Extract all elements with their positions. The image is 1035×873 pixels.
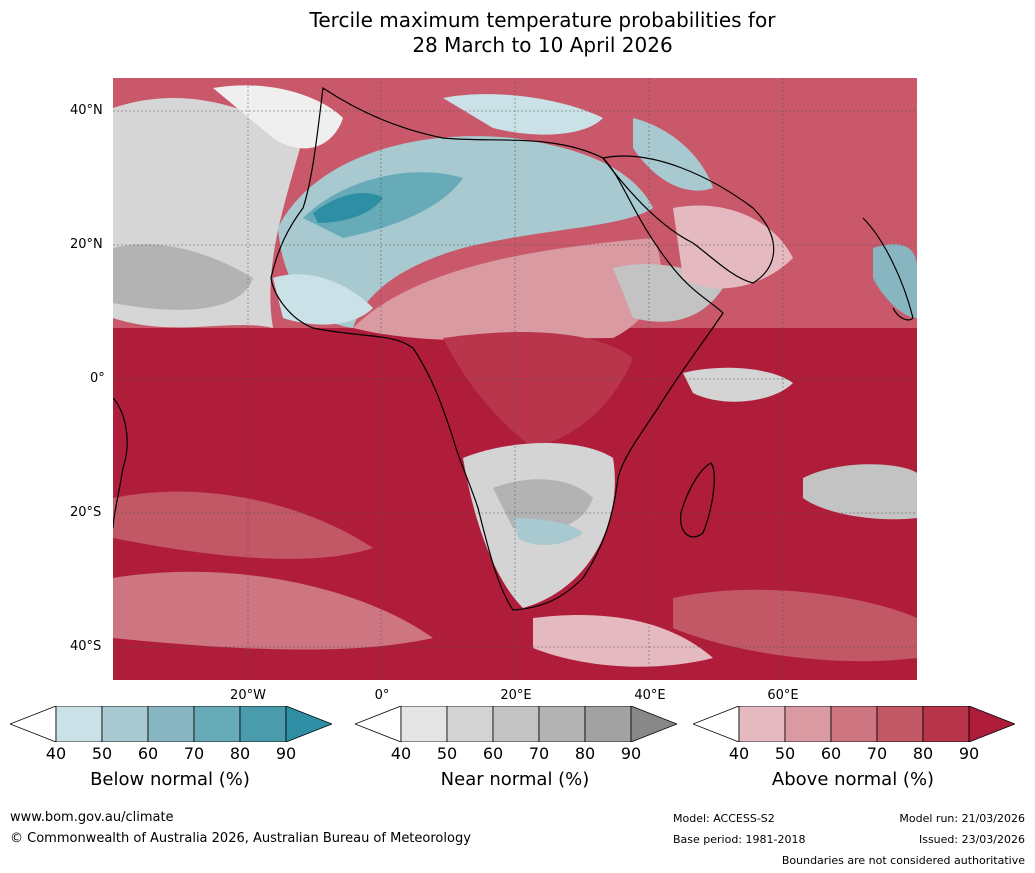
lat-label-20n: 20°N (70, 237, 103, 252)
lon-label-60e: 60°E (767, 688, 799, 703)
colorbar-segment (55, 706, 103, 742)
lon-label-40e: 40°E (634, 688, 666, 703)
lat-label-equator: 0° (90, 371, 105, 386)
colorbar-label-near: Near normal (%) (440, 769, 590, 790)
india-below-normal (873, 244, 917, 318)
southern-ocean-lighter-2 (113, 571, 433, 650)
arabia-above-normal (673, 205, 793, 289)
colorbar-tick-label: 40 (45, 744, 67, 763)
colorbar-segment (239, 706, 287, 742)
indian-ocean-near-normal-1 (683, 367, 793, 402)
lat-label-40s: 40°S (70, 639, 102, 654)
lat-label-20s: 20°S (70, 505, 102, 520)
colorbar-segment (400, 706, 448, 742)
colorbar-tick-label: 50 (436, 744, 458, 763)
footer-copyright: © Commonwealth of Australia 2026, Austra… (10, 831, 471, 846)
colorbar-segment (876, 706, 924, 742)
colorbar-tick-label: 80 (912, 744, 934, 763)
colorbar-extend-low (355, 706, 402, 742)
colorbar-tick-label: 90 (275, 744, 297, 763)
graticule (113, 78, 917, 680)
colorbar-tick-label: 60 (820, 744, 842, 763)
footer-issued: Issued: 23/03/2026 (918, 833, 1025, 846)
colorbar-segment (584, 706, 632, 742)
title-line-1: Tercile maximum temperature probabilitie… (309, 8, 776, 32)
colorbar-extend-low (693, 706, 740, 742)
atlantic-white-region (213, 85, 343, 149)
colorbar-tick-label: 70 (866, 744, 888, 763)
colorbar-above-normal (693, 706, 1015, 742)
colorbar-extend-low (10, 706, 57, 742)
colorbar-segment (538, 706, 586, 742)
mediterranean-below-normal (443, 94, 603, 135)
colorbar-tick-label: 70 (183, 744, 205, 763)
colorbar-tick-label: 40 (728, 744, 750, 763)
central-africa-above-normal (443, 332, 633, 448)
coastlines (113, 86, 914, 611)
colorbar-tick-label: 50 (774, 744, 796, 763)
colorbar-segment (193, 706, 241, 742)
colorbar-tick-label: 90 (958, 744, 980, 763)
colorbar-segment (492, 706, 540, 742)
colorbar-extend-high (630, 706, 677, 742)
colorbar-tick-label: 50 (91, 744, 113, 763)
lon-label-20e: 20°E (500, 688, 532, 703)
colorbar-tick-label: 60 (137, 744, 159, 763)
colorbar-tick-label: 90 (620, 744, 642, 763)
atlantic-near-normal-darker (113, 244, 253, 310)
footer-model: Model: ACCESS-S2 (673, 812, 775, 825)
colorbar-tick-label: 80 (229, 744, 251, 763)
colorbar-tick-label: 70 (528, 744, 550, 763)
footer-model-run: Model run: 21/03/2026 (899, 812, 1025, 825)
colorbar-segment (830, 706, 878, 742)
colorbar-tick-label: 60 (482, 744, 504, 763)
footer-disclaimer: Boundaries are not considered authoritat… (781, 854, 1025, 867)
colorbar-extend-high (285, 706, 332, 742)
colorbar-below-normal (10, 706, 332, 742)
southern-ocean-lighter-3 (533, 614, 713, 667)
colorbar-label-below: Below normal (%) (90, 769, 250, 790)
lon-label-20w: 20°W (230, 688, 266, 703)
southern-africa-blue (513, 518, 583, 545)
sahel-above-normal-band (353, 238, 661, 341)
sahara-below-normal-deep (313, 193, 383, 223)
colorbar-label-above: Above normal (%) (771, 769, 935, 790)
lat-label-40n: 40°N (70, 103, 103, 118)
forecast-map (113, 78, 917, 680)
footer-base-period: Base period: 1981-2018 (673, 833, 806, 846)
colorbar-segment (446, 706, 494, 742)
colorbar-tick-label: 40 (390, 744, 412, 763)
indian-ocean-near-normal-2 (803, 464, 917, 520)
colorbar-segment (147, 706, 195, 742)
colorbar-segment (922, 706, 970, 742)
footer-url: www.bom.gov.au/climate (10, 810, 174, 825)
lon-label-0: 0° (374, 688, 390, 703)
colorbar-segment (784, 706, 832, 742)
colorbar-tick-label: 80 (574, 744, 596, 763)
colorbar-segment (738, 706, 786, 742)
sahara-below-normal-core (303, 172, 463, 238)
west-africa-below-normal (273, 274, 373, 325)
title-line-2: 28 March to 10 April 2026 (412, 33, 673, 57)
map-title: Tercile maximum temperature probabilitie… (0, 8, 1035, 58)
southern-ocean-lighter-4 (673, 589, 917, 662)
colorbar-segment (101, 706, 149, 742)
colorbar-near-normal (355, 706, 677, 742)
colorbar-extend-high (968, 706, 1015, 742)
southern-ocean-lighter-1 (113, 491, 373, 559)
